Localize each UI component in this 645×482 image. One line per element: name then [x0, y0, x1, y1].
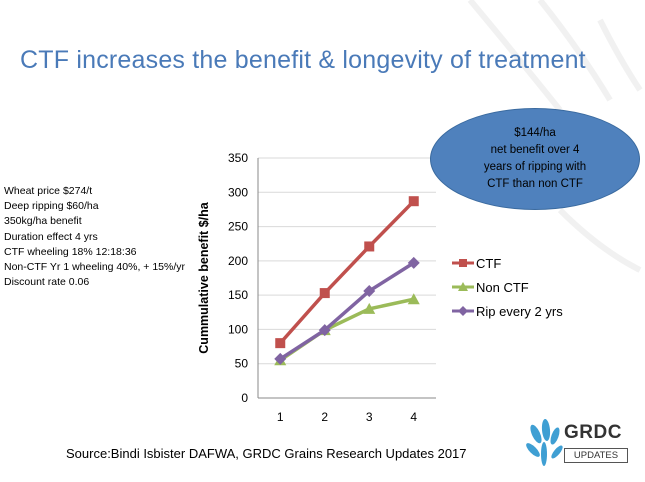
- data-point: [275, 338, 286, 349]
- logo-wordmark: GRDC: [564, 422, 622, 443]
- callout-text: $144/ha net benefit over 4 years of ripp…: [483, 127, 587, 190]
- assumption-discount-rate: Discount rate 0.06: [4, 276, 90, 289]
- y-tick-label: 350: [228, 151, 248, 165]
- y-axis-title: Cummulative benefit $/ha: [197, 201, 211, 353]
- wheat-icon: [526, 419, 563, 466]
- data-point: [364, 241, 375, 252]
- y-tick-label: 150: [228, 288, 248, 302]
- assumptions-list: Wheat price $274/t Deep ripping $60/ha 3…: [4, 184, 214, 290]
- series-line-rip-every-2-yrs: [279, 261, 415, 361]
- y-tick-label: 0: [241, 391, 248, 405]
- slide-title: CTF increases the benefit & longevity of…: [20, 46, 586, 74]
- data-point: [407, 293, 420, 305]
- data-point: [274, 352, 287, 365]
- benefit-callout-bubble: $144/ha net benefit over 4 years of ripp…: [430, 108, 640, 210]
- logo-updates-label: UPDATES: [564, 448, 628, 463]
- legend-label: Non CTF: [476, 280, 529, 295]
- assumption-non-ctf-wheeling: Non-CTF Yr 1 wheeling 40%, + 15%/yr: [4, 261, 186, 274]
- legend-label: Rip every 2 yrs: [476, 304, 563, 319]
- legend-label: CTF: [476, 256, 501, 271]
- y-tick-label: 250: [228, 220, 248, 234]
- data-point: [458, 282, 468, 291]
- assumption-wheat-price: Wheat price $274/t: [4, 185, 93, 197]
- y-tick-label: 300: [228, 185, 248, 199]
- assumption-duration: Duration effect 4 yrs: [4, 230, 98, 243]
- y-tick-label: 100: [228, 322, 248, 336]
- data-point: [458, 306, 468, 316]
- assumption-yield-benefit: 350kg/ha benefit: [4, 215, 82, 228]
- x-tick-label: 1: [277, 410, 284, 424]
- data-point: [363, 302, 376, 314]
- assumption-deep-ripping: Deep ripping $60/ha: [4, 200, 99, 213]
- x-tick-label: 3: [366, 410, 373, 424]
- source-citation: Source:Bindi Isbister DAFWA, GRDC Grains…: [66, 446, 467, 461]
- data-point: [318, 324, 331, 337]
- data-point: [408, 196, 419, 207]
- y-tick-label: 50: [235, 357, 249, 371]
- data-point: [363, 285, 376, 298]
- data-point: [407, 256, 420, 269]
- series-line-ctf: [278, 199, 415, 345]
- x-tick-label: 4: [410, 410, 417, 424]
- y-tick-label: 200: [228, 254, 248, 268]
- data-point: [319, 288, 330, 299]
- assumption-ctf-wheeling: CTF wheeling 18% 12:18:36: [4, 245, 137, 258]
- grdc-logo: GRDC UPDATES: [524, 416, 636, 472]
- data-point: [459, 259, 467, 267]
- x-tick-label: 2: [321, 410, 328, 424]
